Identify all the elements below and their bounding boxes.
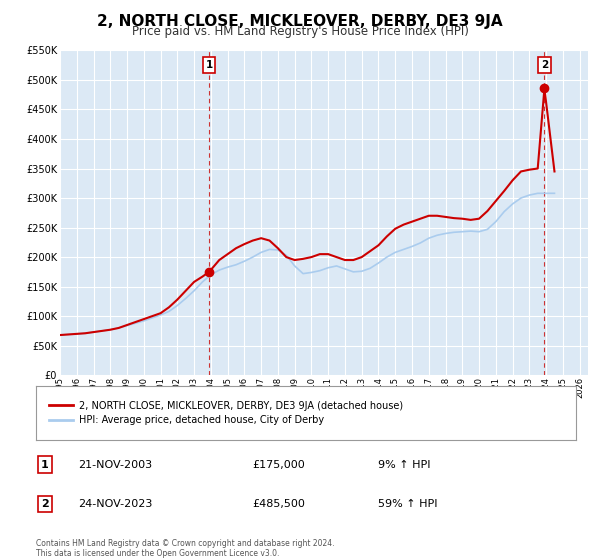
- Text: Price paid vs. HM Land Registry's House Price Index (HPI): Price paid vs. HM Land Registry's House …: [131, 25, 469, 38]
- Text: 1: 1: [41, 460, 49, 470]
- Legend: 2, NORTH CLOSE, MICKLEOVER, DERBY, DE3 9JA (detached house), HPI: Average price,: 2, NORTH CLOSE, MICKLEOVER, DERBY, DE3 9…: [46, 398, 406, 428]
- Text: 9% ↑ HPI: 9% ↑ HPI: [378, 460, 431, 470]
- Text: 24-NOV-2023: 24-NOV-2023: [78, 499, 152, 509]
- Text: £175,000: £175,000: [252, 460, 305, 470]
- Text: 2: 2: [41, 499, 49, 509]
- Text: Contains HM Land Registry data © Crown copyright and database right 2024.
This d: Contains HM Land Registry data © Crown c…: [36, 539, 335, 558]
- Text: 2, NORTH CLOSE, MICKLEOVER, DERBY, DE3 9JA: 2, NORTH CLOSE, MICKLEOVER, DERBY, DE3 9…: [97, 14, 503, 29]
- Text: £485,500: £485,500: [252, 499, 305, 509]
- Text: 21-NOV-2003: 21-NOV-2003: [78, 460, 152, 470]
- Text: 59% ↑ HPI: 59% ↑ HPI: [378, 499, 437, 509]
- Text: 2: 2: [541, 60, 548, 70]
- Text: 1: 1: [206, 60, 213, 70]
